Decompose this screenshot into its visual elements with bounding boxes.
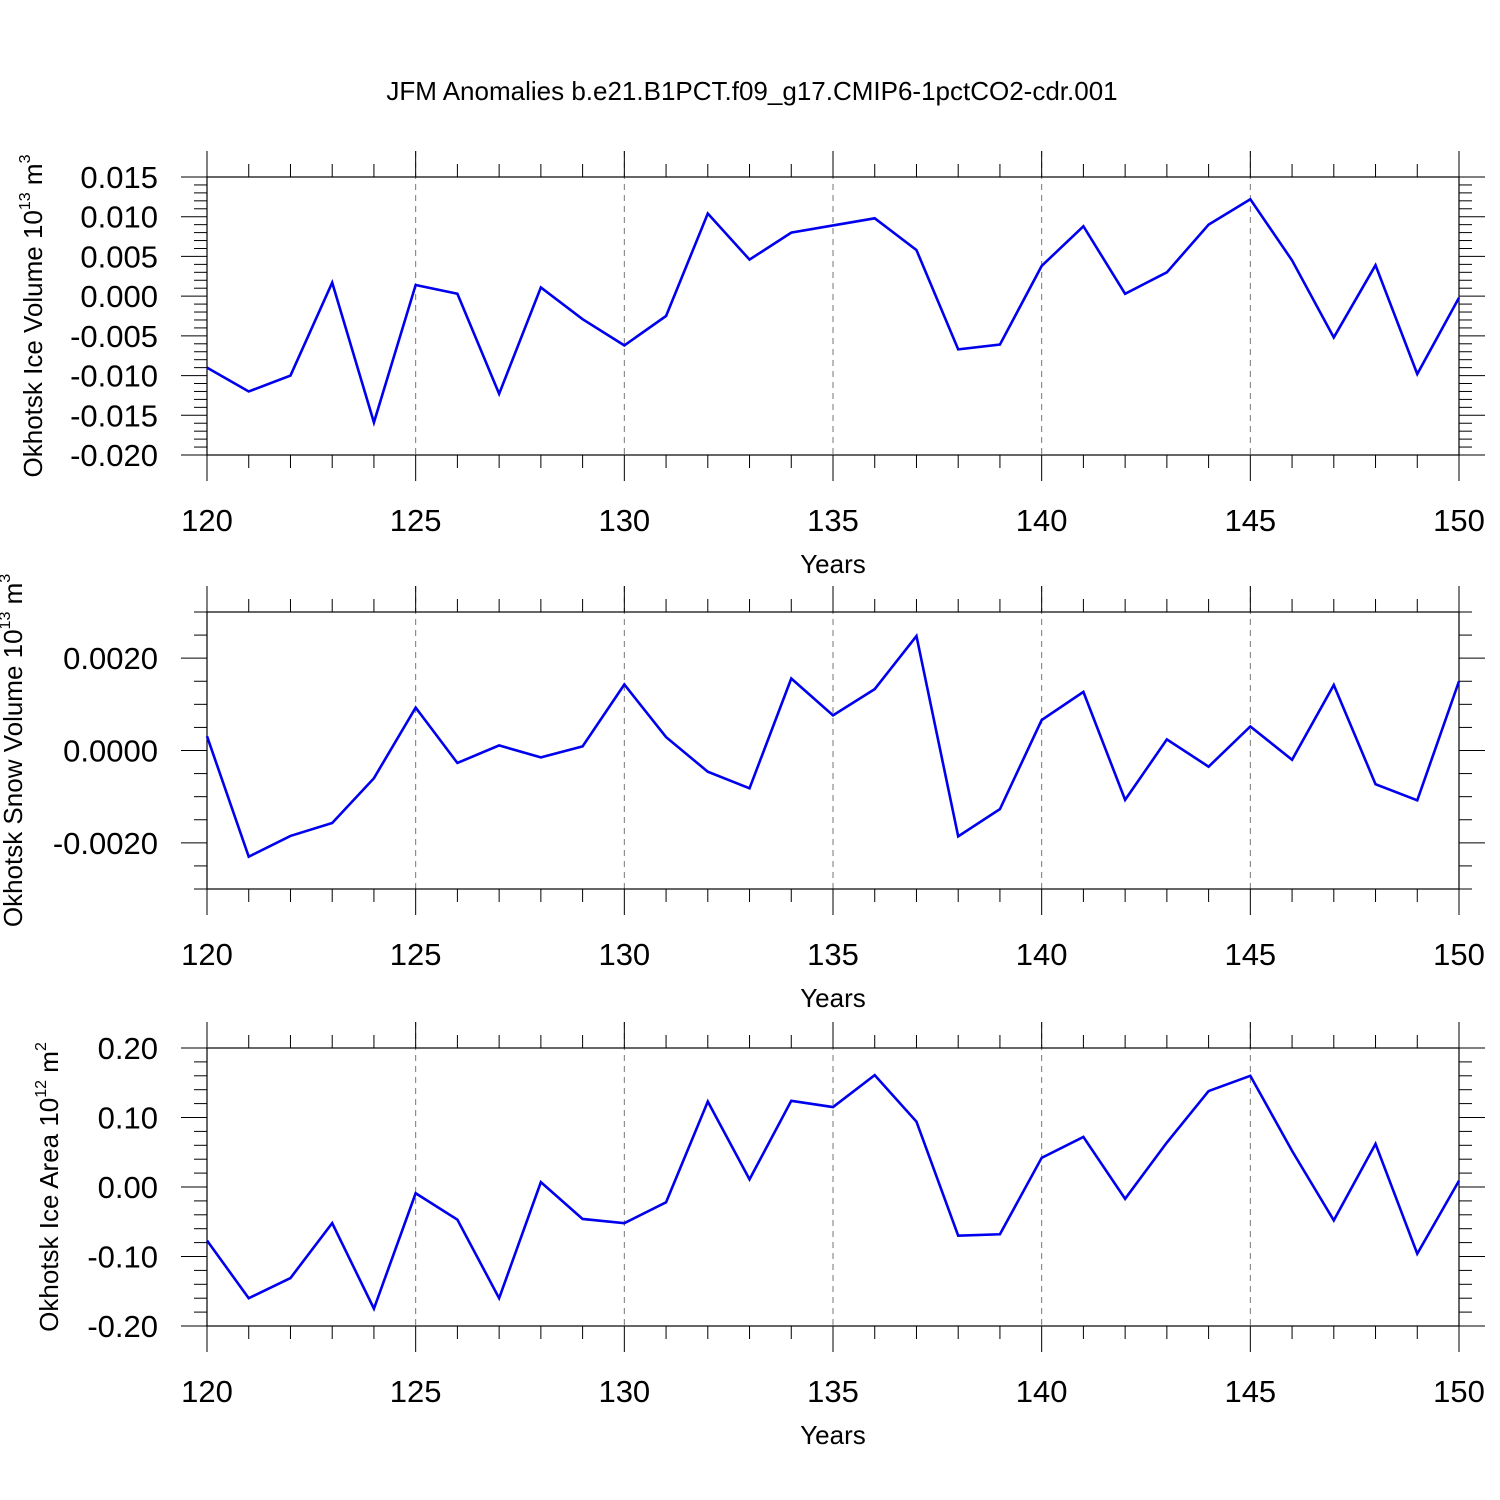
x-tick-label: 120: [181, 503, 233, 538]
x-tick-label: 145: [1224, 503, 1276, 538]
y-axis-label-text: Okhotsk Ice Volume 10: [18, 210, 48, 477]
x-tick-label: 150: [1433, 503, 1485, 538]
x-tick-label: 135: [807, 503, 859, 538]
x-tick-label: 125: [390, 1374, 442, 1409]
y-axis-label-unit: m: [0, 583, 28, 612]
y-tick-label: -0.20: [87, 1309, 158, 1344]
x-tick-label: 140: [1016, 503, 1068, 538]
y-tick-label: 0.005: [80, 239, 158, 274]
y-axis-label-unit-exponent: 3: [17, 154, 34, 163]
series-line: [205, 633, 1461, 859]
x-tick-label: 150: [1433, 1374, 1485, 1409]
y-axis-label-unit-exponent: 3: [0, 574, 14, 583]
y-axis-label: Okhotsk Ice Area 1012 m2: [33, 1042, 64, 1332]
x-axis-label: Years: [800, 983, 866, 1013]
y-tick-label: 0.0000: [63, 734, 158, 769]
figure-title: JFM Anomalies b.e21.B1PCT.f09_g17.CMIP6-…: [386, 76, 1117, 106]
x-tick-label: 120: [181, 937, 233, 972]
y-tick-label: 0.00: [98, 1170, 158, 1205]
y-tick-label: -0.005: [70, 319, 158, 354]
x-tick-label: 130: [598, 503, 650, 538]
x-tick-label: 125: [390, 503, 442, 538]
series-line: [206, 197, 1461, 427]
y-tick-label: 0.015: [80, 160, 158, 195]
x-axis-label: Years: [800, 1420, 866, 1450]
panel-ice-volume: -0.020 -0.015 -0.010 -0.005 0.000 0.005 0.010 0…: [17, 151, 1485, 579]
x-tick-label: 145: [1224, 1374, 1276, 1409]
x-tick-label: 150: [1433, 937, 1485, 972]
y-tick-label: 0.20: [98, 1031, 158, 1066]
x-tick-label: 130: [598, 937, 650, 972]
y-axis-label: Okhotsk Ice Volume 1013 m3: [17, 154, 48, 477]
x-tick-label: 140: [1016, 1374, 1068, 1409]
y-axis-label-exponent: 12: [33, 1080, 50, 1098]
y-tick-label: -0.010: [70, 359, 158, 394]
y-tick-label: 0.0020: [63, 641, 158, 676]
y-axis-label-exponent: 13: [17, 192, 34, 210]
y-axis-label-unit: m: [34, 1051, 64, 1080]
x-tick-label: 130: [598, 1374, 650, 1409]
y-axis-label-unit: m: [18, 163, 48, 192]
series-line: [205, 1073, 1461, 1312]
y-tick-label: -0.015: [70, 398, 158, 433]
y-axis-label-text: Okhotsk Ice Area 10: [34, 1098, 64, 1332]
x-tick-label: 145: [1224, 937, 1276, 972]
x-axis-label: Years: [800, 549, 866, 579]
y-axis-label-unit-exponent: 2: [33, 1042, 50, 1051]
x-tick-label: 135: [807, 1374, 859, 1409]
y-axis-label-text: Okhotsk Snow Volume 10: [0, 629, 28, 927]
y-axis-label-exponent: 13: [0, 612, 14, 630]
panel-snow-volume: -0.0020 0.0000 0.0020 120 125 130 135 140 145 150…: [0, 574, 1485, 1013]
y-tick-label: -0.020: [70, 438, 158, 473]
y-tick-label: -0.10: [87, 1240, 158, 1275]
y-tick-label: 0.000: [80, 279, 158, 314]
x-tick-label: 140: [1016, 937, 1068, 972]
x-tick-label: 135: [807, 937, 859, 972]
x-tick-label: 120: [181, 1374, 233, 1409]
y-tick-label: -0.0020: [53, 826, 158, 861]
x-tick-label: 125: [390, 937, 442, 972]
y-axis-label: Okhotsk Snow Volume 1013 m3: [0, 574, 28, 927]
y-tick-label: 0.10: [98, 1101, 158, 1136]
y-tick-label: 0.010: [80, 200, 158, 235]
panel-ice-area: -0.20 -0.10 0.00 0.10 0.20 120 125 130 135 140 145…: [33, 1022, 1485, 1450]
